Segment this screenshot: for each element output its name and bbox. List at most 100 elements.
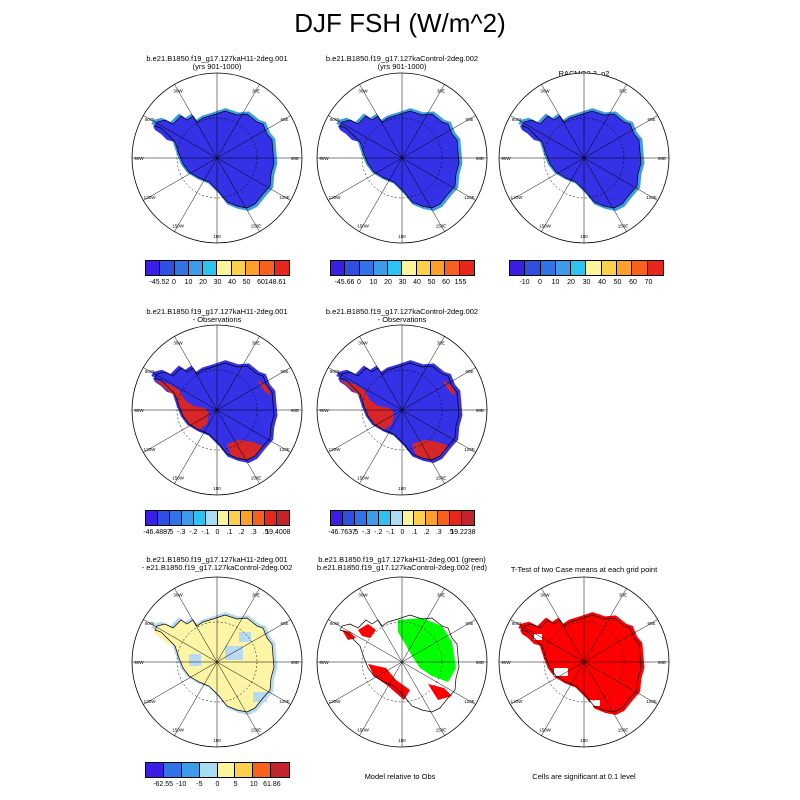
longitude-label: 180 — [213, 738, 221, 743]
meridian-line — [174, 84, 218, 159]
longitude-label: 150W — [357, 728, 370, 733]
legend-label: -.1 — [386, 529, 395, 536]
legend-label: 40 — [413, 279, 421, 286]
meridian-line — [143, 115, 218, 159]
legend-swatch — [229, 511, 242, 525]
meridian-line — [359, 409, 403, 484]
legend-swatch — [160, 261, 175, 275]
legend-swatch — [426, 511, 439, 525]
legend-label: 40 — [598, 279, 606, 286]
legend-swatches — [145, 510, 290, 526]
legend-swatch — [181, 511, 194, 525]
map-grid: 30E 60E 90E 120E 150E 180 150W 120W 90W 60W 30W — [316, 324, 488, 496]
meridian-line — [510, 619, 585, 663]
longitude-label: 180 — [398, 234, 406, 239]
panel-subtitle-p5: - Observations — [377, 315, 427, 324]
longitude-label: 120E — [279, 447, 290, 452]
meridian-line — [216, 115, 291, 159]
peninsula-fill — [338, 124, 360, 142]
meridian-line — [174, 588, 218, 663]
latitude-circle — [361, 369, 443, 451]
longitude-label: 180 — [580, 234, 588, 239]
legend-label: -46.4887 — [143, 529, 171, 536]
west-antarctic-red — [155, 380, 209, 430]
legend-swatch — [193, 511, 206, 525]
meridian-line — [510, 157, 585, 201]
map-svg: 30E 60E 90E 120E 150E 180 150W 120W 90W 60W 30W — [131, 324, 303, 496]
map-grid: 30E 60E 90E 120E 150E 180 150W 120W 90W 60W 30W — [498, 576, 670, 748]
longitude-label: 90W — [501, 660, 511, 665]
legend-label: 0 — [215, 529, 220, 536]
longitude-label: 150W — [172, 728, 185, 733]
legend-label: 70 — [644, 279, 653, 286]
significance-cells — [342, 618, 456, 700]
map-svg: 30E 60E 90E 120E 150E 180 150W 120W 90W 60W 30W — [316, 576, 488, 748]
panel-subtitle-p7: b.e21.B1850.f19_g17.127kaControl-2deg.00… — [316, 563, 488, 572]
meridian-line — [216, 84, 260, 159]
legend-swatches — [509, 260, 664, 276]
legend-label: .5 — [447, 529, 454, 536]
longitude-label: 150E — [618, 728, 629, 733]
meridian-line — [583, 157, 627, 232]
map-panel-control-minus-obs: 30E 60E 90E 120E 150E 180 150W 120W 90W 60W 30W — [312, 320, 492, 500]
longitude-label: 90W — [134, 156, 144, 161]
longitude-label: 60W — [145, 621, 155, 626]
longitude-label: 60W — [330, 369, 340, 374]
meridian-line — [216, 157, 291, 201]
legend-label: 30 — [582, 279, 591, 286]
meridian-line — [510, 661, 585, 705]
longitude-label: 120W — [329, 195, 342, 200]
legend-label: 20 — [199, 279, 207, 286]
legend-label: -46.7637 — [328, 529, 356, 536]
legend-swatch — [146, 763, 164, 777]
peninsula-fill — [153, 124, 175, 142]
longitude-label: 120E — [464, 447, 475, 452]
longitude-label: 30E — [437, 88, 445, 93]
blue-patch — [225, 646, 243, 660]
longitude-label: 150W — [539, 728, 552, 733]
longitude-label: 120W — [144, 699, 157, 704]
meridian-line — [216, 409, 260, 484]
longitude-label: 150W — [172, 476, 185, 481]
legend-label: 148.61 — [264, 279, 287, 286]
longitude-label: 180 — [398, 486, 406, 491]
red-region — [358, 624, 376, 638]
latitude-circle — [361, 621, 443, 703]
legend-swatches — [145, 260, 290, 276]
meridian-line — [328, 409, 403, 453]
meridian-line — [216, 409, 291, 453]
longitude-label: 120E — [646, 195, 657, 200]
map-svg: 30E 60E 90E 120E 150E 180 150W 120W 90W 60W 30W — [316, 324, 488, 496]
map-frame-circle — [316, 324, 488, 496]
meridian-line — [401, 157, 445, 232]
longitude-label: 30E — [437, 340, 445, 345]
legend-swatch — [174, 261, 189, 275]
legend-swatch — [157, 511, 170, 525]
longitude-label: 120W — [144, 195, 157, 200]
longitude-label: 60E — [466, 117, 474, 122]
legend-swatch — [555, 261, 572, 275]
legend-swatch — [373, 261, 389, 275]
legend-swatch — [203, 261, 218, 275]
latitude-circle — [543, 117, 625, 199]
legend-label: -10 — [176, 781, 187, 788]
legend-swatch — [617, 261, 633, 275]
map-frame-circle — [131, 72, 303, 244]
longitude-label: 90E — [476, 660, 484, 665]
east-coast-red — [257, 380, 271, 396]
legend-swatch — [217, 511, 230, 525]
map-svg: 30E 60E 90E 120E 150E 180 150W 120W 90W 60W 30W — [131, 72, 303, 244]
meridian-line — [583, 619, 658, 663]
legend-label: 19.2238 — [450, 529, 476, 536]
longitude-label: 30W — [173, 592, 183, 597]
longitude-label: 120W — [329, 699, 342, 704]
panel-subtitle-p4: - Observations — [192, 315, 242, 324]
legend-label: 30 — [213, 279, 222, 286]
longitude-label: 30W — [358, 592, 368, 597]
longitude-label: 30E — [437, 592, 445, 597]
meridian-line — [216, 367, 291, 411]
meridian-line — [359, 336, 403, 411]
meridian-line — [328, 115, 403, 159]
positive-bias-region — [340, 380, 456, 460]
map-panel-relative-to-obs: 30E 60E 90E 120E 150E 180 150W 120W 90W 60W 30W — [312, 572, 492, 752]
